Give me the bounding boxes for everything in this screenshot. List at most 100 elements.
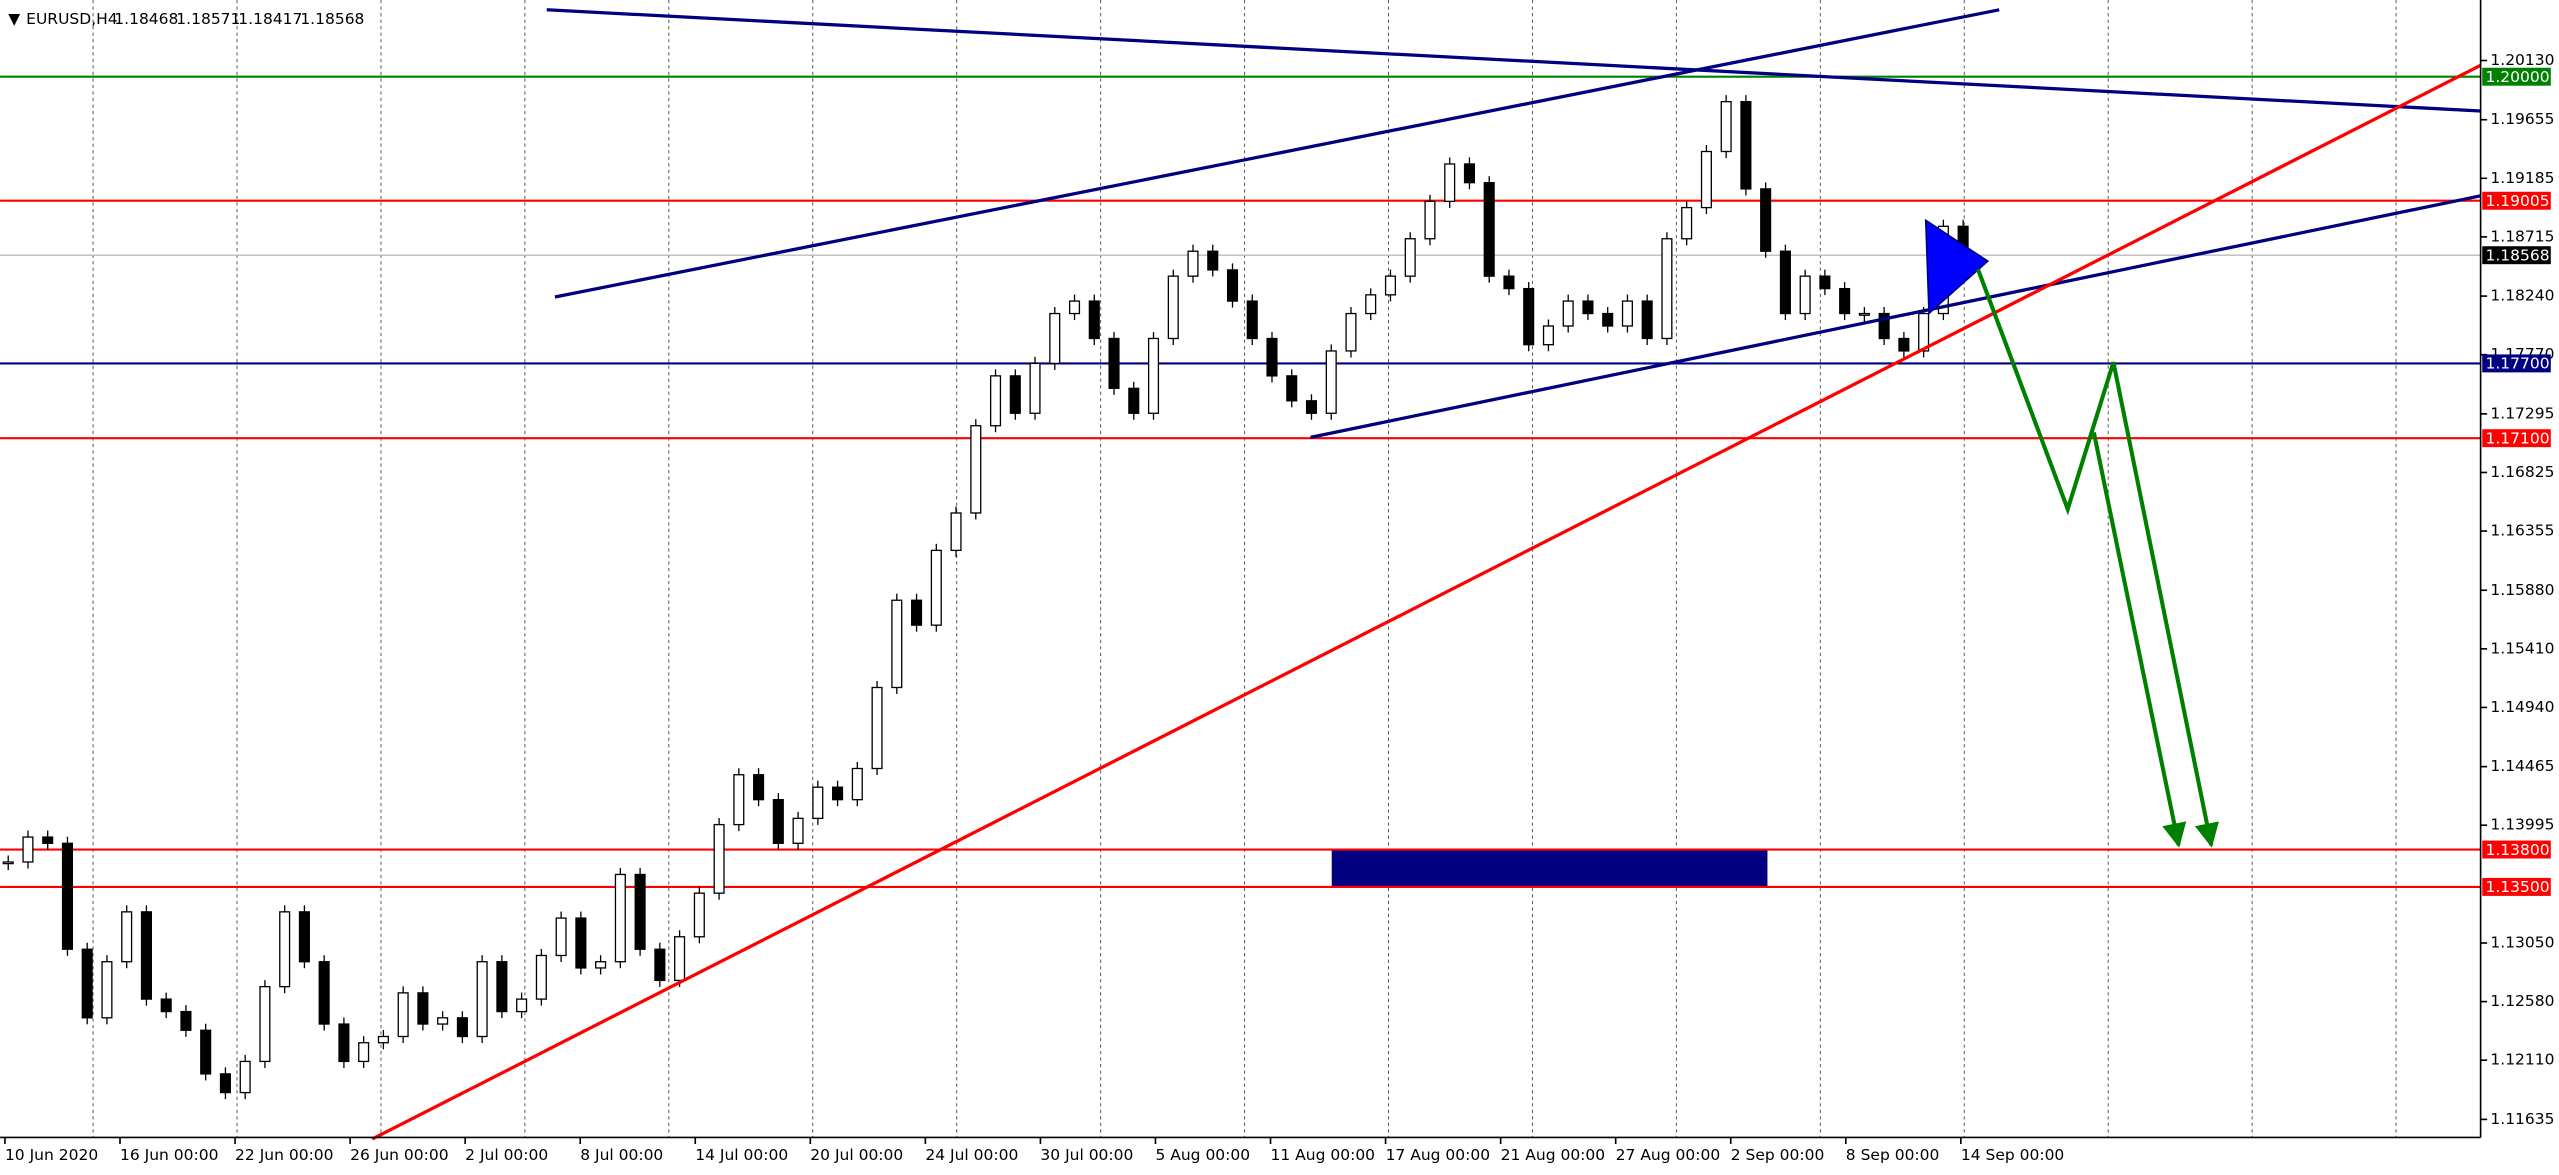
candle-body (1068, 300, 1081, 315)
level-label-box (2482, 191, 2551, 210)
x-tick-label: 21 Aug 00:00 (1501, 1146, 1606, 1164)
candle-body (1207, 250, 1219, 271)
level-label: 1.13800 (2486, 841, 2550, 859)
candle-body (1819, 275, 1831, 290)
y-tick-label: 1.14940 (2490, 698, 2554, 716)
x-tick-label: 16 Jun 00:00 (120, 1146, 218, 1164)
candle-body (42, 836, 54, 844)
x-tick-label: 30 Jul 00:00 (1040, 1146, 1133, 1164)
y-tick-label: 1.19185 (2490, 169, 2554, 187)
y-tick-label: 1.18240 (2490, 287, 2554, 305)
candle-body (279, 911, 291, 988)
candle-body (1483, 182, 1495, 277)
grid (92, 0, 2397, 1138)
candle-body (1681, 206, 1693, 240)
candle-body (950, 512, 962, 552)
trendline (371, 63, 2482, 1141)
candle-body (1424, 200, 1436, 240)
x-axis-labels: 10 Jun 2020 16 Jun 00:00 22 Jun 00:00 26 Ju… (4, 1137, 2064, 1164)
candle-body (1167, 275, 1179, 340)
x-tick-label: 20 Jul 00:00 (810, 1146, 903, 1164)
candle-body (397, 992, 409, 1038)
candle-body (575, 917, 587, 969)
candle-body (1365, 294, 1377, 315)
level-label: 1.17700 (2486, 355, 2550, 373)
x-tick-label: 5 Aug 00:00 (1155, 1146, 1250, 1164)
candle-body (2, 861, 14, 865)
y-tick-label: 1.19655 (2490, 110, 2554, 128)
candle-body (1878, 312, 1890, 340)
candle-body (634, 873, 646, 950)
candle-body (377, 1035, 389, 1044)
candle-body (812, 786, 824, 820)
candle-body (1266, 337, 1278, 377)
candle-body (437, 1017, 449, 1025)
candle-body (1858, 312, 1870, 316)
candle-body (753, 774, 765, 801)
trendline (546, 8, 2481, 113)
candle-body (259, 985, 271, 1063)
y-tick-label: 1.20130 (2490, 51, 2554, 69)
candle-body (1029, 362, 1041, 414)
y-tick-label: 1.15880 (2490, 581, 2554, 599)
candle-body (832, 786, 844, 801)
y-tick-label: 1.12110 (2490, 1051, 2554, 1069)
candle-body (101, 961, 113, 1019)
y-tick-label: 1.13995 (2490, 816, 2554, 834)
candle-body (358, 1042, 370, 1063)
candle-body (595, 961, 607, 969)
candle-body (1286, 375, 1298, 402)
candle-body (989, 375, 1002, 427)
candle-body (1602, 312, 1614, 327)
candle-body (1760, 188, 1772, 252)
candle-body (417, 992, 429, 1025)
ohlc-low: 1.18417 (238, 10, 302, 28)
y-tick-label: 1.13050 (2490, 934, 2554, 952)
candle-body (1621, 300, 1633, 327)
header: ▼ EURUSD,H4 1.18468 1.18571 1.18417 1.18… (8, 10, 364, 28)
candle-body (1187, 250, 1199, 277)
y-tick-label: 1.17295 (2490, 404, 2554, 422)
candles (2, 95, 1969, 1100)
zone-rect (1331, 848, 1768, 887)
ohlc-high: 1.18571 (176, 10, 240, 28)
candle-body (1345, 312, 1357, 352)
candle-body (1325, 350, 1337, 414)
candle-body (1147, 337, 1160, 414)
candle-body (239, 1060, 251, 1094)
header-arrow: ▼ (8, 10, 20, 28)
candle-body (1799, 275, 1811, 315)
candle-body (318, 961, 330, 1025)
candle-body (1918, 312, 1930, 352)
x-tick-label: 17 Aug 00:00 (1386, 1146, 1491, 1164)
x-tick-label: 2 Jul 00:00 (465, 1146, 548, 1164)
candle-body (219, 1073, 231, 1094)
candle-body (1503, 275, 1515, 290)
y-tick-label: 1.12580 (2490, 992, 2554, 1010)
candle-body (1740, 100, 1752, 190)
candle-body (555, 917, 567, 957)
y-tick-label: 1.15410 (2490, 639, 2554, 657)
candle-body (140, 911, 152, 1000)
candle-body (871, 686, 883, 770)
y-tick-label: 1.14465 (2490, 757, 2554, 775)
x-tick-label: 11 Aug 00:00 (1271, 1146, 1376, 1164)
candle-body (476, 961, 488, 1038)
y-tick-label: 1.18715 (2490, 227, 2554, 245)
candle-body (1641, 300, 1653, 340)
candle-body (1404, 238, 1416, 277)
candle-body (1700, 150, 1712, 209)
candle-body (614, 873, 626, 963)
candle-body (1088, 300, 1100, 340)
candle-body (654, 948, 666, 982)
trendline (554, 8, 2000, 299)
x-tick-label: 10 Jun 2020 (5, 1146, 98, 1164)
level-label-box (2482, 877, 2551, 896)
ohlc-close: 1.18568 (300, 10, 364, 28)
level-label-box (2482, 246, 2551, 265)
candle-body (693, 892, 705, 938)
candle-body (121, 911, 133, 963)
candle-body (1898, 337, 1910, 352)
